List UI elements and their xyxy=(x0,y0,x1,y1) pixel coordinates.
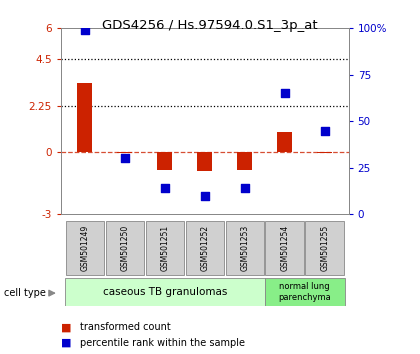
Bar xyxy=(317,152,332,153)
Text: GDS4256 / Hs.97594.0.S1_3p_at: GDS4256 / Hs.97594.0.S1_3p_at xyxy=(102,19,318,33)
Point xyxy=(281,91,288,96)
FancyBboxPatch shape xyxy=(66,221,104,275)
Bar xyxy=(117,152,132,153)
Bar xyxy=(237,152,252,170)
Point xyxy=(121,156,128,161)
Text: GSM501250: GSM501250 xyxy=(121,224,129,271)
FancyBboxPatch shape xyxy=(265,278,344,306)
Point xyxy=(321,128,328,133)
Text: percentile rank within the sample: percentile rank within the sample xyxy=(80,338,245,348)
Point xyxy=(161,185,168,191)
Point xyxy=(241,185,248,191)
Text: ■: ■ xyxy=(61,322,71,332)
Text: GSM501255: GSM501255 xyxy=(320,224,329,271)
Bar xyxy=(197,152,213,171)
Text: transformed count: transformed count xyxy=(80,322,171,332)
FancyBboxPatch shape xyxy=(186,221,224,275)
FancyBboxPatch shape xyxy=(226,221,264,275)
Text: normal lung
parenchyma: normal lung parenchyma xyxy=(278,282,331,302)
FancyBboxPatch shape xyxy=(106,221,144,275)
Point xyxy=(81,27,88,33)
FancyBboxPatch shape xyxy=(65,278,265,306)
Bar xyxy=(77,83,92,152)
Text: GSM501254: GSM501254 xyxy=(280,224,289,271)
Point xyxy=(202,193,208,198)
Text: caseous TB granulomas: caseous TB granulomas xyxy=(102,287,227,297)
Text: GSM501251: GSM501251 xyxy=(160,224,169,271)
Text: ■: ■ xyxy=(61,338,71,348)
FancyBboxPatch shape xyxy=(265,221,304,275)
Text: GSM501249: GSM501249 xyxy=(80,224,89,271)
Text: GSM501252: GSM501252 xyxy=(200,224,209,271)
Bar xyxy=(277,132,292,152)
Text: GSM501253: GSM501253 xyxy=(240,224,249,271)
FancyBboxPatch shape xyxy=(146,221,184,275)
Text: cell type: cell type xyxy=(4,288,46,298)
Bar xyxy=(157,152,172,170)
FancyBboxPatch shape xyxy=(305,221,344,275)
